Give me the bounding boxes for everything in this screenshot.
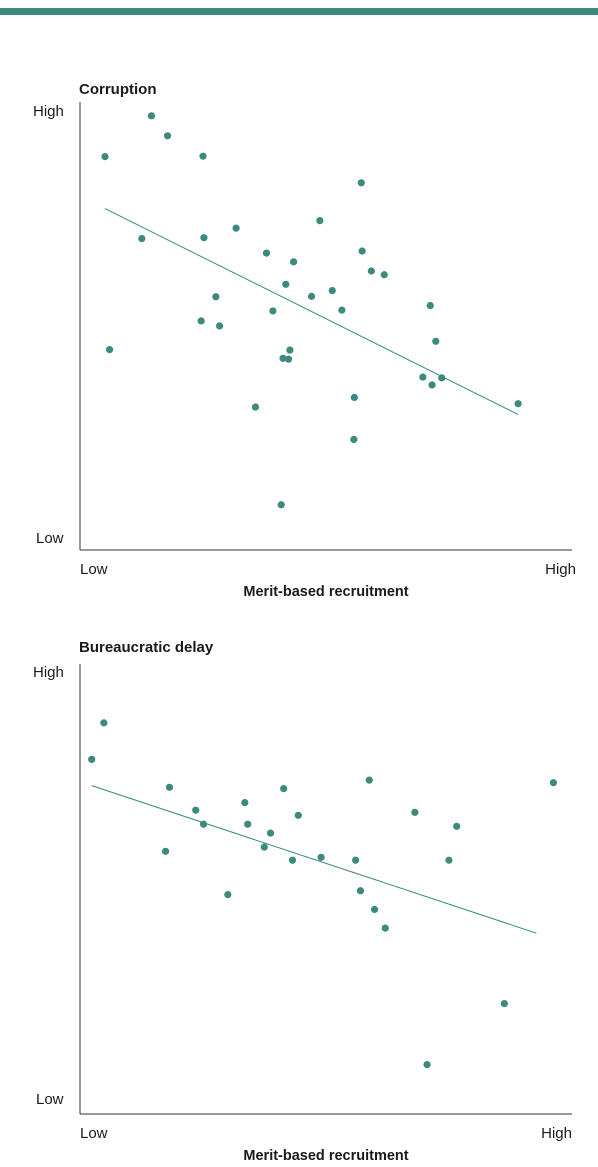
- bureaucratic-delay-scatter-panel: Bureaucratic delay High Low Low High Mer…: [33, 639, 572, 1164]
- trend-line: [91, 785, 537, 934]
- scatter-point: [370, 905, 379, 914]
- y-tick-label-high: High: [33, 664, 64, 681]
- points-layer: [88, 719, 558, 1069]
- scatter-point: [419, 373, 427, 381]
- scatter-point: [280, 785, 288, 793]
- scatter-point: [197, 317, 205, 325]
- x-tick-label-low: Low: [80, 561, 108, 578]
- scatter-point: [500, 999, 508, 1008]
- scatter-point: [352, 856, 360, 864]
- scatter-point: [328, 286, 336, 295]
- x-axis-title: Merit-based recruitment: [243, 584, 408, 600]
- scatter-point: [549, 779, 558, 787]
- scatter-point: [244, 820, 252, 828]
- scatter-point: [192, 806, 200, 814]
- scatter-point: [357, 179, 365, 187]
- x-tick-label-high: High: [545, 561, 576, 578]
- y-tick-label-high: High: [33, 103, 64, 120]
- scatter-point: [138, 234, 146, 243]
- scatter-point: [224, 891, 232, 899]
- scatter-point: [294, 811, 302, 819]
- scatter-point: [358, 247, 366, 255]
- scatter-point: [284, 355, 293, 363]
- x-tick-label-high: High: [541, 1125, 572, 1142]
- scatter-point: [514, 400, 522, 408]
- scatter-point: [307, 292, 316, 300]
- scatter-point: [161, 847, 170, 855]
- scatter-point: [288, 856, 297, 864]
- x-tick-label-low: Low: [80, 1125, 108, 1142]
- scatter-point: [350, 435, 358, 444]
- scatter-point: [88, 755, 96, 763]
- scatter-point: [381, 924, 389, 932]
- scatter-point: [101, 152, 109, 161]
- scatter-point: [423, 1061, 431, 1069]
- chart-title: Corruption: [79, 81, 156, 98]
- scatter-point: [350, 393, 358, 402]
- scatter-point: [290, 258, 298, 266]
- scatter-point: [199, 152, 207, 160]
- scatter-point: [438, 374, 446, 382]
- scatter-point: [286, 346, 294, 354]
- scatter-point: [266, 829, 275, 837]
- scatter-point: [426, 301, 434, 310]
- scatter-point: [316, 217, 324, 225]
- top-accent-bar: [0, 8, 598, 15]
- scatter-point: [428, 381, 436, 389]
- scatter-point: [199, 820, 208, 828]
- scatter-point: [260, 843, 268, 851]
- scatter-point: [277, 501, 285, 509]
- scatter-point: [251, 403, 260, 411]
- y-tick-label-low: Low: [36, 1091, 64, 1108]
- scatter-point: [380, 271, 388, 279]
- scatter-point: [165, 783, 174, 791]
- scatter-point: [367, 267, 375, 275]
- chart-title: Bureaucratic delay: [79, 639, 214, 656]
- y-tick-label-low: Low: [36, 530, 64, 547]
- points-layer: [101, 112, 522, 509]
- scatter-point: [106, 346, 114, 354]
- trend-line: [104, 208, 519, 415]
- scatter-point: [262, 249, 271, 257]
- scatter-point: [282, 280, 290, 288]
- scatter-point: [338, 306, 346, 314]
- scatter-point: [365, 776, 373, 784]
- scatter-point: [356, 887, 365, 895]
- scatter-point: [445, 856, 453, 864]
- scatter-point: [215, 322, 224, 330]
- scatter-point: [212, 293, 220, 301]
- scatter-point: [147, 112, 156, 120]
- scatter-point: [241, 798, 249, 807]
- scatter-point: [232, 224, 240, 232]
- scatter-point: [200, 234, 208, 242]
- x-axis-title: Merit-based recruitment: [243, 1148, 408, 1164]
- scatter-point: [411, 808, 419, 816]
- corruption-scatter-panel: Corruption High Low Low High Merit-based…: [33, 81, 576, 600]
- scatter-point: [269, 307, 277, 315]
- scatter-point: [317, 853, 325, 861]
- scatter-point: [100, 719, 108, 727]
- scatter-point: [163, 132, 172, 140]
- scatter-point: [279, 354, 287, 362]
- scatter-point: [453, 822, 461, 830]
- scatter-point: [432, 337, 440, 345]
